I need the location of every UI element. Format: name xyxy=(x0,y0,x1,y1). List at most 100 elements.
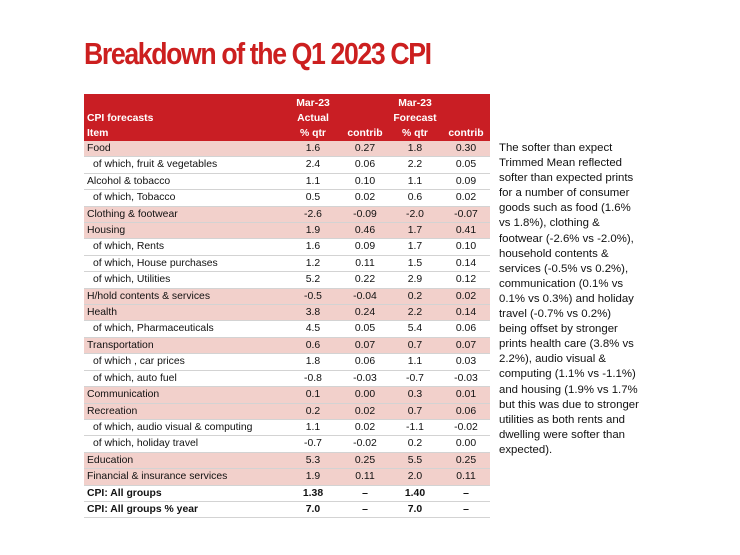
row-label: CPI: All groups % year xyxy=(84,501,284,519)
header-cell xyxy=(342,111,388,126)
row-value: 5.3 xyxy=(284,452,342,470)
row-label: CPI: All groups xyxy=(84,485,284,502)
row-value: 0.01 xyxy=(442,386,490,404)
table-row: Transportation 0.6 0.07 0.7 0.07 xyxy=(84,337,490,355)
row-label: Education xyxy=(84,452,284,470)
row-value: 7.0 xyxy=(284,501,342,519)
row-value: 0.11 xyxy=(342,468,388,486)
row-value: 0.2 xyxy=(388,435,442,453)
row-value: 1.6 xyxy=(284,238,342,256)
table-row: CPI: All groups 1.38–1.40– xyxy=(84,485,490,502)
row-value: 1.5 xyxy=(388,255,442,273)
row-value: 0.10 xyxy=(442,238,490,256)
row-value: 0.10 xyxy=(342,173,388,191)
table-row: Education 5.3 0.25 5.5 0.25 xyxy=(84,452,490,470)
row-value: 0.09 xyxy=(342,238,388,256)
header-cell: % qtr xyxy=(300,128,326,139)
row-value: 7.0 xyxy=(388,501,442,519)
table-row: of which, House purchases 1.2 0.11 1.5 0.14 xyxy=(84,255,490,273)
row-label: Clothing & footwear xyxy=(84,206,284,224)
row-value: 0.7 xyxy=(388,403,442,420)
row-value: – xyxy=(442,501,490,519)
row-value: 2.0 xyxy=(388,468,442,486)
row-label: of which, House purchases xyxy=(84,255,284,273)
row-label: of which, Pharmaceuticals xyxy=(84,320,284,338)
row-label: Transportation xyxy=(84,337,284,355)
row-value: 2.2 xyxy=(388,156,442,174)
header-cell: Mar-23 xyxy=(296,98,330,109)
row-value: 5.5 xyxy=(388,452,442,470)
row-value: 0.14 xyxy=(442,255,490,273)
row-value: 0.07 xyxy=(342,337,388,355)
row-label: H/hold contents & services xyxy=(84,288,284,306)
row-value: 0.3 xyxy=(388,386,442,404)
row-value: 0.00 xyxy=(342,386,388,404)
table-row: Food 1.6 0.27 1.8 0.30 xyxy=(84,141,490,158)
row-value: 1.1 xyxy=(284,173,342,191)
table-row: Communication 0.1 0.00 0.3 0.01 xyxy=(84,386,490,404)
row-value: -0.03 xyxy=(342,370,388,388)
header-cell: Item xyxy=(87,128,109,139)
table-row: of which, Pharmaceuticals 4.5 0.05 5.4 0.06 xyxy=(84,320,490,338)
row-label: of which, Tobacco xyxy=(84,189,284,207)
row-value: -0.02 xyxy=(442,419,490,437)
row-value: -2.6 xyxy=(284,206,342,224)
row-value: 1.8 xyxy=(388,141,442,158)
row-label: Communication xyxy=(84,386,284,404)
table-row: of which, Rents 1.6 0.09 1.7 0.10 xyxy=(84,238,490,256)
row-value: 0.22 xyxy=(342,271,388,289)
row-value: 5.4 xyxy=(388,320,442,338)
row-value: -0.03 xyxy=(442,370,490,388)
row-value: 0.41 xyxy=(442,222,490,240)
header-row-period: Mar-23 Mar-23 xyxy=(84,94,490,111)
row-label: of which , car prices xyxy=(84,353,284,371)
row-value: 1.2 xyxy=(284,255,342,273)
table-row: Health 3.8 0.24 2.2 0.14 xyxy=(84,304,490,322)
row-value: 0.02 xyxy=(442,189,490,207)
row-value: 1.1 xyxy=(388,353,442,371)
header-cell: % qtr xyxy=(402,128,428,139)
row-value: – xyxy=(342,501,388,519)
row-value: 0.02 xyxy=(442,288,490,306)
row-value: 0.2 xyxy=(284,403,342,420)
row-label: Recreation xyxy=(84,403,284,420)
header-cell: Actual xyxy=(297,113,329,124)
row-value: -0.5 xyxy=(284,288,342,306)
row-value: 0.7 xyxy=(388,337,442,355)
row-value: 0.1 xyxy=(284,386,342,404)
table-row: Housing 1.9 0.46 1.7 0.41 xyxy=(84,222,490,240)
header-row-columns: Item % qtr contrib % qtr contrib xyxy=(84,126,490,141)
header-row-type: CPI forecasts Actual Forecast xyxy=(84,111,490,126)
table-row: Recreation 0.2 0.02 0.7 0.06 xyxy=(84,403,490,420)
row-value: 0.11 xyxy=(442,468,490,486)
row-label: of which, fruit & vegetables xyxy=(84,156,284,174)
row-value: 5.2 xyxy=(284,271,342,289)
row-label: of which, Utilities xyxy=(84,271,284,289)
table-row: Financial & insurance services 1.9 0.11 2.0… xyxy=(84,468,490,486)
table-row: CPI: All groups % year 7.0–7.0– xyxy=(84,501,490,519)
row-value: 0.06 xyxy=(342,353,388,371)
row-value: 1.1 xyxy=(388,173,442,191)
table-row: H/hold contents & services -0.5 -0.04 0.2 0.… xyxy=(84,288,490,306)
row-value: 0.00 xyxy=(442,435,490,453)
row-label: Housing xyxy=(84,222,284,240)
row-value: 0.24 xyxy=(342,304,388,322)
page-title: Breakdown of the Q1 2023 CPI xyxy=(84,36,432,71)
row-value: 0.14 xyxy=(442,304,490,322)
row-label: of which, auto fuel xyxy=(84,370,284,388)
row-value: 0.02 xyxy=(342,419,388,437)
row-value: 1.9 xyxy=(284,468,342,486)
row-value: 0.25 xyxy=(442,452,490,470)
row-value: 1.40 xyxy=(388,485,442,502)
row-label: of which, holiday travel xyxy=(84,435,284,453)
row-value: 0.46 xyxy=(342,222,388,240)
row-value: 0.02 xyxy=(342,403,388,420)
row-value: 2.9 xyxy=(388,271,442,289)
table-row: of which, Tobacco 0.5 0.02 0.6 0.02 xyxy=(84,189,490,207)
header-cell: contrib xyxy=(347,128,383,139)
header-cell: Mar-23 xyxy=(398,98,432,109)
row-value: 0.12 xyxy=(442,271,490,289)
cpi-forecast-table: Mar-23 Mar-23 CPI forecasts Actual Forec… xyxy=(84,94,490,519)
row-label: Food xyxy=(84,141,284,158)
row-value: 0.06 xyxy=(442,320,490,338)
